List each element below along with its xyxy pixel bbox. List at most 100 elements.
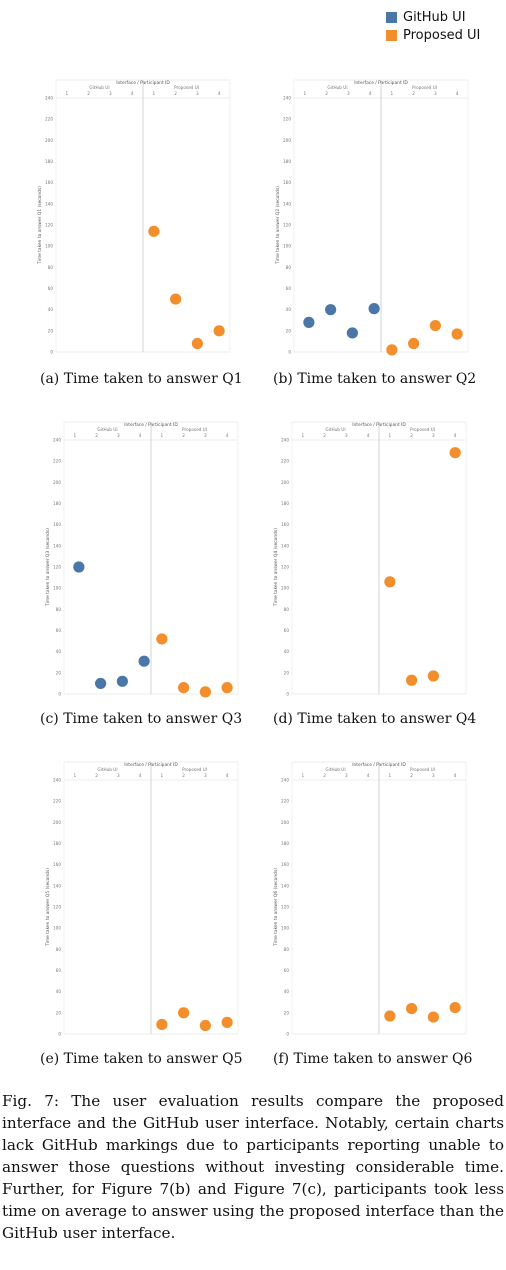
- y-tick-label: 220: [45, 117, 53, 122]
- proposed-ui-point: [178, 682, 190, 694]
- participant-id-label: 1: [161, 433, 164, 438]
- y-tick-label: 120: [53, 905, 61, 910]
- proposed-ui-point: [449, 1001, 461, 1014]
- y-tick-label: 0: [58, 692, 61, 697]
- y-tick-label: 100: [53, 926, 61, 931]
- y-tick-label: 180: [45, 159, 53, 164]
- proposed-ui-point: [406, 1003, 418, 1015]
- y-tick-label: 0: [288, 350, 291, 355]
- proposed-ui-point: [156, 633, 168, 645]
- y-tick-label: 120: [283, 223, 291, 228]
- y-axis-label: Time taken to answer Q3 (seconds): [45, 528, 51, 607]
- caption-q2: (b) Time taken to answer Q2: [273, 371, 477, 387]
- github-ui-point: [73, 561, 85, 573]
- participant-id-label: 4: [139, 773, 142, 778]
- y-tick-label: 200: [53, 480, 61, 485]
- proposed-ui-point: [406, 674, 418, 686]
- y-tick-label: 100: [283, 244, 291, 249]
- y-tick-label: 240: [283, 96, 291, 101]
- participant-id-label: 4: [131, 91, 134, 96]
- participant-id-label: 3: [345, 433, 348, 438]
- participant-id-label: 2: [325, 91, 328, 96]
- y-tick-label: 140: [283, 201, 291, 206]
- group-label: Proposed UI: [412, 85, 437, 90]
- participant-id-label: 3: [196, 91, 199, 96]
- group-label: Proposed UI: [182, 767, 207, 772]
- participant-id-label: 4: [226, 773, 229, 778]
- caption-q1: (a) Time taken to answer Q1: [40, 371, 243, 387]
- y-tick-label: 20: [48, 328, 54, 333]
- proposed-ui-point: [451, 328, 463, 340]
- group-label: Proposed UI: [410, 427, 435, 432]
- y-tick-label: 0: [58, 1032, 61, 1037]
- participant-id-label: 1: [74, 433, 77, 438]
- participant-id-label: 2: [174, 91, 177, 96]
- participant-id-label: 1: [161, 773, 164, 778]
- y-tick-label: 60: [286, 286, 292, 291]
- group-label: Proposed UI: [174, 85, 199, 90]
- participant-id-label: 3: [117, 433, 120, 438]
- participant-id-label: 1: [302, 773, 305, 778]
- y-tick-label: 240: [281, 438, 289, 443]
- figure-caption: Fig. 7: The user evaluation results comp…: [2, 1092, 504, 1242]
- proposed-ui-point: [156, 1018, 168, 1031]
- github-ui-point: [116, 675, 128, 687]
- y-tick-label: 120: [45, 223, 53, 228]
- y-tick-label: 200: [283, 138, 291, 143]
- caption-q6: (f) Time taken to answer Q6: [273, 1051, 473, 1067]
- y-tick-label: 140: [45, 201, 53, 206]
- github-ui-point: [346, 327, 358, 339]
- participant-id-label: 4: [369, 91, 372, 96]
- group-label: GitHub UI: [97, 767, 117, 772]
- y-tick-label: 60: [284, 628, 290, 633]
- y-tick-label: 0: [50, 350, 53, 355]
- y-tick-label: 140: [281, 883, 289, 888]
- participant-id-label: 2: [323, 773, 326, 778]
- proposed-ui-point: [148, 225, 160, 237]
- y-tick-label: 140: [53, 883, 61, 888]
- y-tick-label: 80: [284, 607, 290, 612]
- y-tick-label: 60: [56, 628, 62, 633]
- participant-id-label: 3: [432, 433, 435, 438]
- proposed-ui-point: [384, 1010, 396, 1022]
- y-tick-label: 60: [284, 968, 290, 973]
- y-tick-label: 80: [286, 265, 292, 270]
- y-tick-label: 40: [284, 649, 290, 654]
- participant-id-label: 4: [367, 433, 370, 438]
- group-label: Proposed UI: [410, 767, 435, 772]
- y-tick-label: 220: [281, 799, 289, 804]
- legend-item-proposed: Proposed UI: [386, 26, 480, 44]
- github-ui-point: [368, 303, 380, 315]
- y-tick-label: 80: [56, 947, 62, 952]
- participant-id-label: 1: [389, 773, 392, 778]
- y-tick-label: 240: [45, 96, 53, 101]
- legend-swatch-github: [386, 11, 397, 23]
- participant-id-label: 2: [410, 433, 413, 438]
- proposed-ui-point: [384, 576, 396, 588]
- y-tick-label: 160: [281, 862, 289, 867]
- y-tick-label: 0: [286, 692, 289, 697]
- y-tick-label: 160: [53, 522, 61, 527]
- participant-id-label: 4: [226, 433, 229, 438]
- y-tick-label: 40: [56, 989, 62, 994]
- y-tick-label: 160: [283, 180, 291, 185]
- participant-id-label: 2: [323, 433, 326, 438]
- caption-q3: (c) Time taken to answer Q3: [40, 711, 243, 727]
- y-tick-label: 80: [56, 607, 62, 612]
- y-tick-label: 240: [53, 778, 61, 783]
- y-tick-label: 40: [48, 307, 54, 312]
- proposed-ui-point: [221, 1016, 233, 1028]
- legend-item-github: GitHub UI: [386, 8, 480, 26]
- y-tick-label: 100: [45, 244, 53, 249]
- y-tick-label: 180: [53, 501, 61, 506]
- y-tick-label: 120: [281, 565, 289, 570]
- participant-id-label: 2: [95, 433, 98, 438]
- y-axis-label: Time taken to answer Q1 (seconds): [37, 186, 43, 265]
- participant-id-label: 4: [367, 773, 370, 778]
- y-tick-label: 120: [53, 565, 61, 570]
- y-tick-label: 100: [281, 586, 289, 591]
- y-tick-label: 160: [45, 180, 53, 185]
